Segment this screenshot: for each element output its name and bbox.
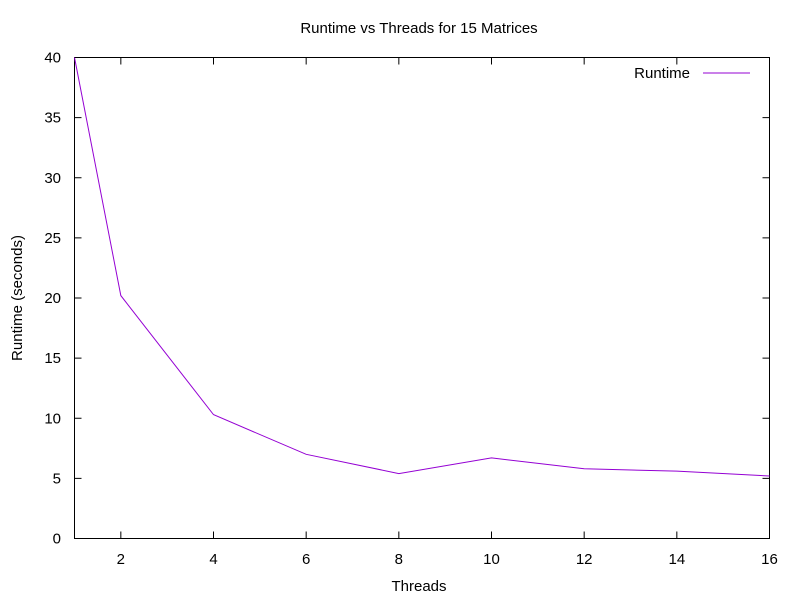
- y-tick-label: 25: [44, 230, 61, 247]
- y-tick-label: 40: [44, 50, 61, 67]
- y-tick-label: 35: [44, 110, 61, 127]
- x-tick-label: 12: [576, 551, 593, 568]
- plot-area-frame: [74, 57, 770, 539]
- x-tick-label: 14: [668, 551, 685, 568]
- x-tick-label: 8: [395, 551, 403, 568]
- x-tick-label: 4: [209, 551, 217, 568]
- legend-label: Runtime: [634, 65, 690, 82]
- series-line-runtime: [74, 57, 770, 477]
- series-group: [74, 57, 770, 477]
- legend: Runtime: [634, 65, 750, 82]
- x-axis-label: Threads: [391, 578, 446, 595]
- y-tick-label: 20: [44, 290, 61, 307]
- chart-title: Runtime vs Threads for 15 Matrices: [300, 20, 537, 37]
- y-tick-label: 15: [44, 350, 61, 367]
- y-tick-label: 10: [44, 410, 61, 427]
- y-tick-label: 0: [53, 531, 61, 548]
- x-tick-label: 2: [117, 551, 125, 568]
- y-axis-label: Runtime (seconds): [9, 235, 26, 361]
- x-tick-label: 16: [761, 551, 778, 568]
- x-tick-label: 10: [483, 551, 500, 568]
- x-tick-label: 6: [302, 551, 310, 568]
- y-tick-label: 5: [53, 470, 61, 487]
- y-tick-label: 30: [44, 170, 61, 187]
- axis-ticks: 0 5 10 15 20 25 30 35 40 2 4 6 8 10 12 14 16: [44, 50, 778, 569]
